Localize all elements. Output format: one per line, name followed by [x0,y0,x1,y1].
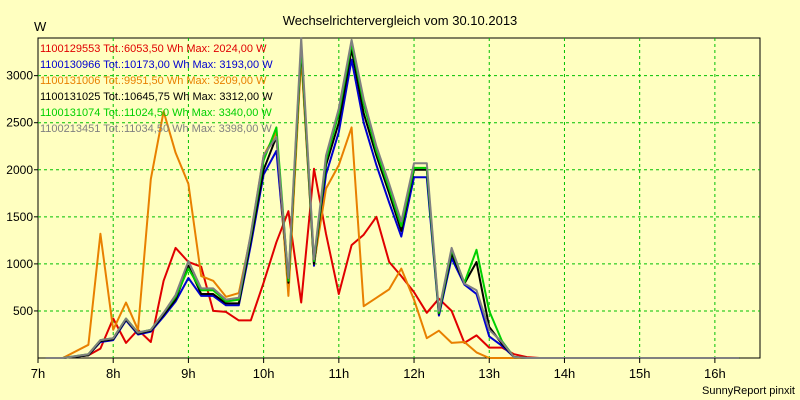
legend-entry-6: 1100213451 Tot.:11034,50 Wh Max: 3398,00… [40,123,272,135]
y-tick-label: 1500 [6,210,33,224]
legend-entry-5: 1100131074 Tot.:11024,50 Wh Max: 3340,00… [40,107,272,119]
x-tick-label: 13h [478,366,500,381]
y-tick-label: 2000 [6,163,33,177]
x-tick-label: 8h [106,366,120,381]
x-tick-label: 11h [328,366,349,381]
y-tick-label: 1000 [6,257,33,271]
legend-entry-4: 1100131025 Tot.:10645,75 Wh Max: 3312,00… [40,91,273,103]
legend: 1100129553 Tot.:6053,50 Wh Max: 2024,00 … [40,43,273,135]
y-axis-label: W [34,19,47,34]
x-tick-label: 14h [554,366,576,381]
x-tick-label: 7h [31,366,45,381]
chart-title: Wechselrichtervergleich vom 30.10.2013 [283,13,518,28]
x-tick-label: 12h [403,366,425,381]
y-tick-label: 500 [13,304,33,318]
x-tick-label: 15h [629,366,651,381]
y-tick-label: 3000 [6,69,33,83]
series-group [45,37,740,359]
x-tick-label: 10h [253,366,275,381]
series-line-6 [45,37,740,359]
legend-entry-3: 1100131006 Tot.:9951,50 Wh Max: 3209,00 … [40,75,267,87]
legend-entry-1: 1100129553 Tot.:6053,50 Wh Max: 2024,00 … [40,43,267,55]
x-tick-label: 9h [181,366,195,381]
credit-text: SunnyReport pinxit [702,385,795,397]
axes: 500 1000 1500 2000 2500 3000 7h 8h 9h 10h 11h 12h 13… [6,69,725,381]
x-tick-label: 16h [704,366,726,381]
legend-entry-2: 1100130966 Tot.:10173,00 Wh Max: 3193,00… [40,59,273,71]
y-tick-label: 2500 [6,116,33,130]
